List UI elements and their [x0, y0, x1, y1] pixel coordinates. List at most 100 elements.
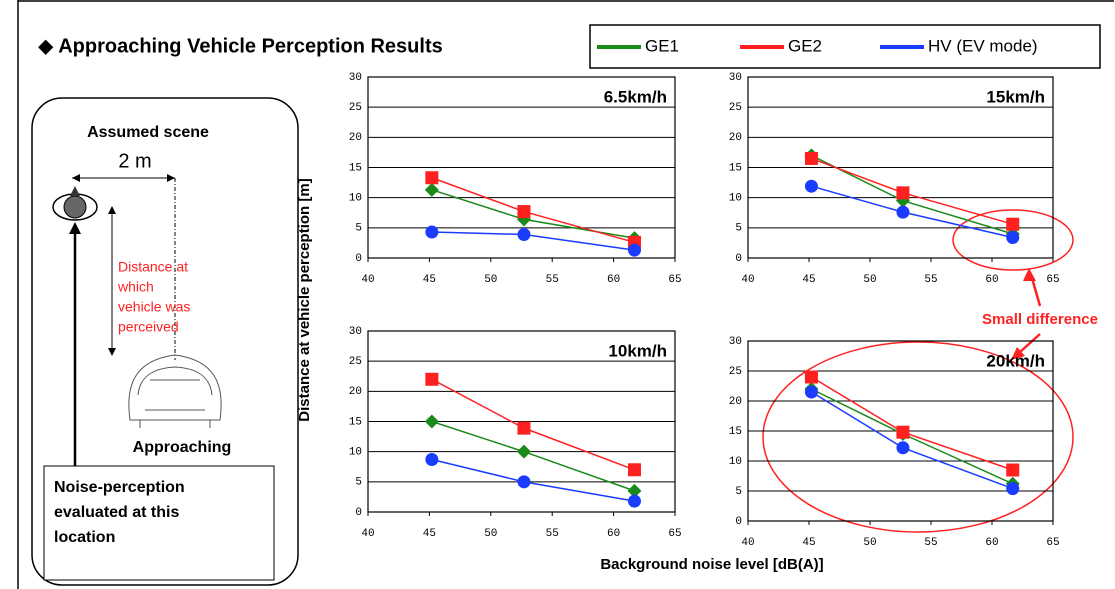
y-tick-label: 10 [729, 456, 742, 468]
x-tick-label: 65 [1046, 274, 1059, 286]
y-tick-label: 20 [729, 396, 742, 408]
chart-title: 20km/h [986, 351, 1045, 370]
marker [1006, 482, 1019, 495]
legend-label: GE1 [645, 36, 679, 55]
series-line [811, 377, 1012, 470]
marker [896, 426, 909, 439]
approaching-label: Approaching [133, 439, 232, 456]
marker [896, 206, 909, 219]
y-tick-label: 10 [349, 447, 362, 459]
x-tick-label: 40 [361, 528, 374, 540]
perceived-line: vehicle was [118, 299, 190, 315]
x-tick-label: 45 [802, 537, 815, 549]
marker [517, 445, 531, 459]
y-tick-label: 15 [349, 416, 362, 428]
x-tick-label: 50 [484, 274, 497, 286]
location-line: evaluated at this [54, 504, 179, 521]
marker [805, 180, 818, 193]
slide: ◆ Approaching Vehicle Perception Results… [0, 0, 1115, 589]
x-tick-label: 65 [668, 528, 681, 540]
marker [517, 475, 530, 488]
x-tick-label: 65 [668, 274, 681, 286]
legend-label: GE2 [788, 36, 822, 55]
y-tick-label: 15 [349, 162, 362, 174]
y-tick-label: 0 [355, 253, 362, 265]
y-tick-label: 30 [729, 72, 742, 84]
y-tick-label: 20 [349, 386, 362, 398]
x-tick-label: 45 [423, 528, 436, 540]
legend-label: HV (EV mode) [928, 36, 1038, 55]
x-tick-label: 50 [484, 528, 497, 540]
y-tick-label: 10 [349, 193, 362, 205]
marker [425, 183, 439, 197]
marker [628, 495, 641, 508]
x-tick-label: 40 [741, 537, 754, 549]
y-tick-label: 25 [729, 366, 742, 378]
marker [425, 453, 438, 466]
y-axis-label: Distance at vehicle perception [m] [296, 178, 313, 421]
series-line [811, 392, 1012, 489]
marker [517, 228, 530, 241]
y-tick-label: 5 [355, 223, 362, 235]
y-tick-label: 5 [355, 477, 362, 489]
x-tick-label: 60 [607, 274, 620, 286]
annotation: Small difference [982, 311, 1098, 328]
y-tick-label: 0 [735, 253, 742, 265]
y-tick-label: 20 [349, 132, 362, 144]
y-tick-label: 5 [735, 486, 742, 498]
x-tick-label: 60 [607, 528, 620, 540]
x-axis-label: Background noise level [dB(A)] [600, 556, 823, 573]
x-tick-label: 45 [802, 274, 815, 286]
y-tick-label: 25 [729, 102, 742, 114]
slide-title: ◆ Approaching Vehicle Perception Results [38, 35, 443, 57]
x-tick-label: 40 [361, 274, 374, 286]
marker [628, 463, 641, 476]
x-tick-label: 55 [546, 274, 559, 286]
annotation-arrow [1020, 334, 1040, 352]
y-tick-label: 25 [349, 356, 362, 368]
marker [628, 244, 641, 257]
chart-title: 6.5km/h [604, 87, 667, 106]
marker [1006, 218, 1019, 231]
y-tick-label: 0 [355, 507, 362, 519]
perceived-line: which [117, 279, 154, 295]
chart-title: 10km/h [608, 341, 667, 360]
y-tick-label: 15 [729, 426, 742, 438]
listener-arrow [69, 222, 81, 234]
marker [805, 386, 818, 399]
car [129, 355, 221, 428]
y-tick-label: 30 [349, 326, 362, 338]
x-tick-label: 40 [741, 274, 754, 286]
scene-distance: 2 m [118, 150, 151, 172]
x-tick-label: 60 [985, 274, 998, 286]
location-line: Noise-perception [54, 479, 185, 496]
y-tick-label: 0 [735, 516, 742, 528]
location-line: location [54, 529, 115, 546]
y-tick-label: 10 [729, 193, 742, 205]
x-tick-label: 50 [863, 274, 876, 286]
series-line [432, 379, 635, 470]
marker [805, 152, 818, 165]
x-tick-label: 50 [863, 537, 876, 549]
x-tick-label: 55 [546, 528, 559, 540]
person-nose [70, 186, 80, 196]
x-tick-label: 55 [924, 274, 937, 286]
x-tick-label: 65 [1046, 537, 1059, 549]
series-line [811, 186, 1012, 237]
y-tick-label: 15 [729, 162, 742, 174]
marker [896, 441, 909, 454]
marker [425, 226, 438, 239]
chart-title: 15km/h [986, 87, 1045, 106]
y-tick-label: 30 [349, 72, 362, 84]
person [64, 196, 86, 218]
perceived-line: Distance at [118, 259, 188, 275]
y-tick-label: 20 [729, 132, 742, 144]
x-tick-label: 60 [985, 537, 998, 549]
scene-title: Assumed scene [87, 124, 209, 141]
x-tick-label: 45 [423, 274, 436, 286]
marker [805, 371, 818, 384]
series-line [811, 389, 1012, 484]
y-tick-label: 5 [735, 223, 742, 235]
marker [517, 205, 530, 218]
